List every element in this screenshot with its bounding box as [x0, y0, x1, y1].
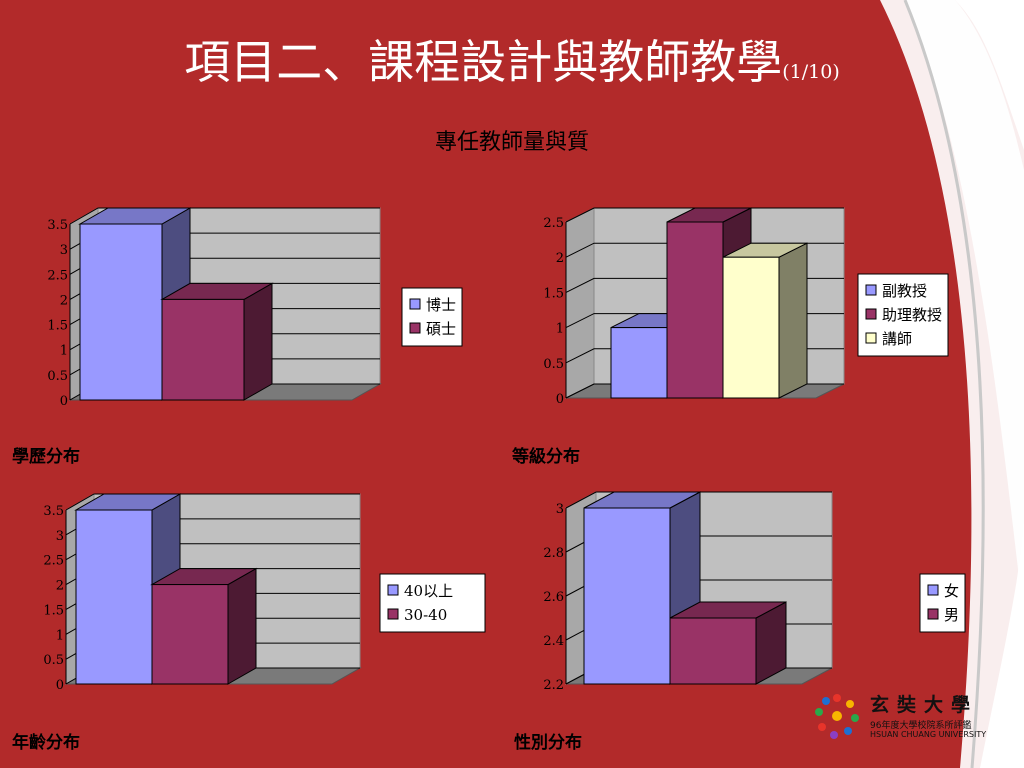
- bar-front: [669, 617, 757, 685]
- bar-30-40: [150, 567, 258, 685]
- page-indicator: (1/10): [782, 61, 840, 83]
- bar-front: [75, 509, 153, 685]
- y-tick-label: 3.5: [43, 504, 64, 519]
- y-tick-label: 3: [56, 529, 64, 544]
- legend-label: 副教授: [882, 282, 927, 300]
- university-logo: 玄奘大學 96年度大學校院系所評鑑 HSUAN CHUANG UNIVERSIT…: [812, 688, 1012, 748]
- legend-swatch: [865, 308, 877, 320]
- age-chart: 0 0.5 1 1.5 2 2.5 3 3.5 40以上 30-40: [43, 493, 486, 693]
- y-tick-label: 2: [56, 579, 64, 594]
- y-tick-label: 0.5: [543, 357, 564, 372]
- bar-碩士: [160, 282, 274, 401]
- y-tick-label: 2.5: [543, 216, 564, 231]
- bar-front: [666, 221, 724, 399]
- bar-front: [161, 298, 245, 401]
- legend-swatch: [927, 584, 939, 596]
- education-chart-caption: 學歷分布: [12, 447, 80, 467]
- y-tick-label: 2.8: [543, 546, 564, 561]
- rank-chart-caption: 等級分布: [512, 447, 580, 467]
- bar-front: [79, 223, 163, 401]
- legend-swatch: [387, 584, 399, 596]
- chart-legend: 女男: [919, 573, 966, 633]
- y-tick-label: 2.5: [43, 554, 64, 569]
- y-tick-label: 0.5: [43, 653, 64, 668]
- legend-box: [401, 287, 463, 347]
- legend-swatch: [387, 608, 399, 620]
- y-tick-label: 1.5: [47, 319, 68, 334]
- legend-swatch: [409, 322, 421, 334]
- legend-swatch: [409, 298, 421, 310]
- bar-side: [227, 567, 257, 685]
- bar-講師: [722, 242, 808, 399]
- chart-legend: 40以上 30-40: [379, 573, 486, 633]
- y-tick-label: 3.5: [47, 218, 68, 233]
- y-tick-label: 2.2: [543, 678, 564, 693]
- y-tick-label: 0: [56, 678, 64, 693]
- y-tick-label: 0: [556, 392, 564, 407]
- y-tick-label: 2.6: [543, 590, 564, 605]
- university-english-name: HSUAN CHUANG UNIVERSITY: [870, 730, 987, 739]
- y-tick-label: 3: [556, 502, 564, 517]
- chart-group-title: 專任教師量與質: [434, 130, 589, 155]
- university-emblem-icon: [815, 694, 859, 739]
- gridline: [69, 207, 380, 225]
- bar-男: [669, 601, 787, 685]
- legend-swatch: [865, 284, 877, 296]
- legend-label: 女: [944, 582, 959, 600]
- chart-side-wall: [565, 207, 595, 399]
- y-tick-label: 2.5: [47, 268, 68, 283]
- gridline: [565, 491, 832, 509]
- y-tick-label: 2: [556, 251, 564, 266]
- gridline: [565, 207, 844, 223]
- evaluation-label: 96年度大學校院系所評鑑: [870, 721, 972, 731]
- legend-box: [919, 573, 966, 633]
- legend-label: 助理教授: [882, 306, 942, 324]
- bar-女: [583, 491, 701, 685]
- y-tick-label: 1: [556, 322, 564, 337]
- y-tick-label: 1.5: [43, 603, 64, 618]
- y-tick-label: 1.5: [543, 286, 564, 301]
- y-tick-label: 0.5: [47, 369, 68, 384]
- legend-label: 40以上: [404, 582, 453, 600]
- legend-label: 博士: [426, 296, 456, 314]
- legend-label: 碩士: [426, 320, 456, 338]
- y-tick-label: 3: [60, 243, 68, 258]
- y-tick-label: 2.4: [543, 634, 564, 649]
- bar-front: [610, 327, 668, 399]
- legend-swatch: [865, 332, 877, 344]
- gridline: [65, 493, 360, 511]
- gender-chart-caption: 性別分布: [514, 733, 582, 753]
- legend-label: 男: [944, 606, 959, 624]
- page-title-text: 項目二、課程設計與教師教學: [184, 35, 783, 89]
- y-tick-label: 1: [60, 344, 68, 359]
- bar-side: [778, 242, 808, 399]
- bar-front: [583, 507, 671, 685]
- legend-label: 30-40: [404, 606, 447, 624]
- bar-front: [151, 584, 229, 685]
- legend-label: 講師: [882, 330, 912, 348]
- y-tick-label: 1: [56, 628, 64, 643]
- legend-swatch: [927, 608, 939, 620]
- y-tick-label: 2: [60, 293, 68, 308]
- age-chart-caption: 年齡分布: [12, 733, 80, 753]
- page-title: 項目二、課程設計與教師教學(1/10): [0, 26, 1024, 92]
- legend-box: [379, 573, 486, 633]
- y-tick-label: 0: [60, 394, 68, 409]
- bar-front: [722, 256, 780, 399]
- gender-chart: 2.2 2.4 2.6 2.8 3 女男: [543, 491, 966, 693]
- university-name: 玄奘大學: [870, 694, 979, 716]
- bar-side: [243, 282, 273, 401]
